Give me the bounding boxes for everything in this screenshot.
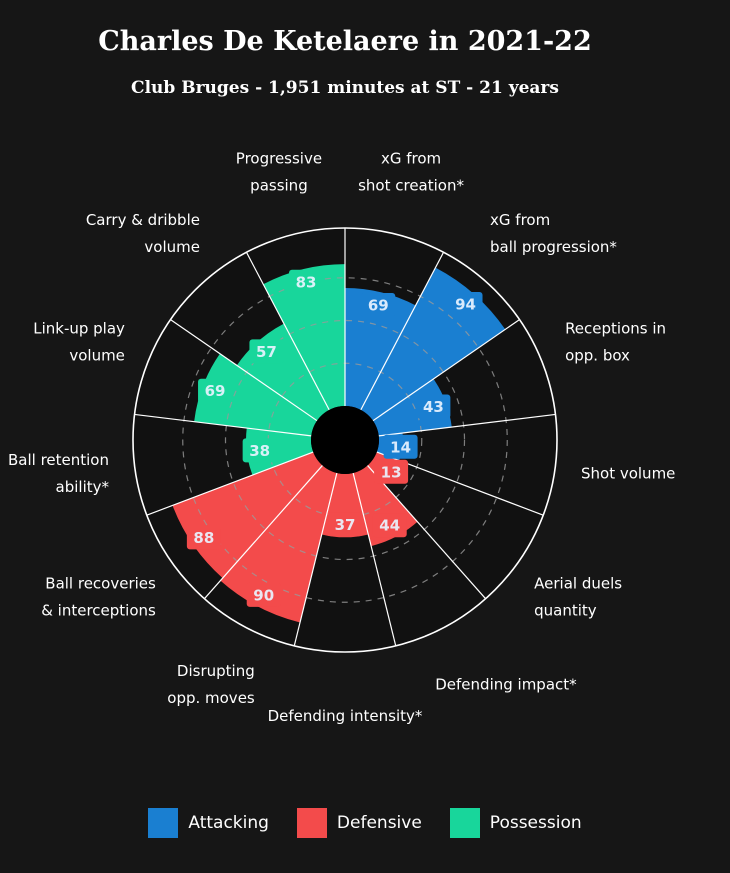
chart-center <box>311 406 379 474</box>
legend-item-defensive: Defensive <box>296 808 422 838</box>
value-box-10 <box>198 378 233 403</box>
legend-swatch-defensive <box>296 808 327 838</box>
legend-swatch-attacking <box>148 808 179 838</box>
value-text-7: 90 <box>253 586 274 604</box>
value-box-6 <box>328 512 362 537</box>
metric-label-8: Ball recoveries & interceptions <box>41 574 156 619</box>
value-label-10: 69 <box>198 378 233 403</box>
value-text-1: 94 <box>455 295 476 313</box>
value-box-0 <box>361 293 396 318</box>
metric-label-1: xG from ball progression* <box>490 211 617 256</box>
chart-title: Charles De Ketelaere in 2021-22 <box>98 26 592 57</box>
chart-value-labels: 69 94 43 14 13 44 37 90 88 38 69 57 83 <box>186 269 483 607</box>
value-text-6: 37 <box>335 516 356 534</box>
chart-spokes <box>134 228 556 646</box>
metric-label-12: Progressive passing <box>236 150 322 195</box>
value-box-4 <box>374 459 409 484</box>
metric-label-3: Shot volume <box>581 464 675 482</box>
value-text-11: 57 <box>256 343 277 361</box>
value-label-2: 43 <box>416 394 451 419</box>
metric-label-0: xG from shot creation* <box>358 150 464 195</box>
chart-metric-labels: xG from shot creation* xG from ball progres… <box>8 150 675 725</box>
value-text-2: 43 <box>423 398 444 416</box>
metric-label-6: Defending intensity* <box>268 707 423 725</box>
bar-12 <box>263 264 345 410</box>
legend-label-possession: Possession <box>489 813 582 833</box>
legend-item-possession: Possession <box>449 808 582 838</box>
legend: Attacking Defensive Possession <box>0 808 730 838</box>
value-box-9 <box>242 438 277 463</box>
spoke-10 <box>134 413 312 437</box>
metric-label-2: Receptions in opp. box <box>565 320 666 365</box>
metric-label-7: Disrupting opp. moves <box>167 662 255 707</box>
value-label-7: 90 <box>246 582 281 607</box>
bar-2 <box>372 378 452 436</box>
value-label-0: 69 <box>361 293 396 318</box>
metric-label-9: Ball retention ability* <box>8 451 110 496</box>
spoke-1 <box>360 252 445 411</box>
value-label-8: 88 <box>186 525 221 550</box>
value-label-12: 83 <box>289 269 324 294</box>
chart-subtitle: Club Bruges - 1,951 minutes at ST - 21 y… <box>131 78 559 98</box>
bar-0 <box>345 288 416 410</box>
value-label-1: 94 <box>448 291 483 316</box>
value-label-6: 37 <box>328 512 362 537</box>
value-text-12: 83 <box>296 273 317 291</box>
value-text-4: 13 <box>381 463 402 481</box>
value-text-10: 69 <box>205 382 226 400</box>
spoke-12 <box>245 252 330 411</box>
value-label-5: 44 <box>372 513 407 538</box>
value-box-3 <box>383 434 418 459</box>
value-box-8 <box>186 525 221 550</box>
legend-label-defensive: Defensive <box>336 813 422 833</box>
value-box-12 <box>289 269 324 294</box>
value-text-0: 69 <box>368 297 389 315</box>
value-box-7 <box>246 582 281 607</box>
value-box-11 <box>249 339 284 364</box>
value-label-11: 57 <box>249 339 284 364</box>
value-label-9: 38 <box>242 438 277 463</box>
metric-label-5: Defending impact* <box>435 675 577 693</box>
chart-bars <box>172 264 506 623</box>
spoke-8 <box>203 465 323 600</box>
value-text-8: 88 <box>193 529 214 547</box>
legend-label-attacking: Attacking <box>188 813 269 833</box>
metric-label-10: Link-up play volume <box>33 320 125 365</box>
value-label-3: 14 <box>383 434 418 459</box>
spoke-2 <box>372 319 520 422</box>
spoke-9 <box>146 451 314 516</box>
dashed-ring-75 <box>182 277 508 603</box>
value-text-5: 44 <box>379 517 400 535</box>
bar-10 <box>194 353 318 436</box>
spoke-7 <box>293 472 338 646</box>
legend-item-attacking: Attacking <box>148 808 269 838</box>
spoke-6 <box>352 472 397 646</box>
value-label-4: 13 <box>374 459 409 484</box>
spoke-3 <box>378 413 556 437</box>
value-text-9: 38 <box>249 442 270 460</box>
value-text-3: 14 <box>390 438 411 456</box>
value-box-2 <box>416 394 451 419</box>
metric-label-4: Aerial duels quantity <box>534 574 622 619</box>
legend-swatch-possession <box>449 808 480 838</box>
spoke-5 <box>367 465 487 600</box>
spoke-11 <box>170 319 318 422</box>
value-box-1 <box>448 291 483 316</box>
metric-label-11: Carry & dribble volume <box>86 211 200 256</box>
dashed-ring-50 <box>224 319 466 561</box>
value-box-5 <box>372 513 407 538</box>
